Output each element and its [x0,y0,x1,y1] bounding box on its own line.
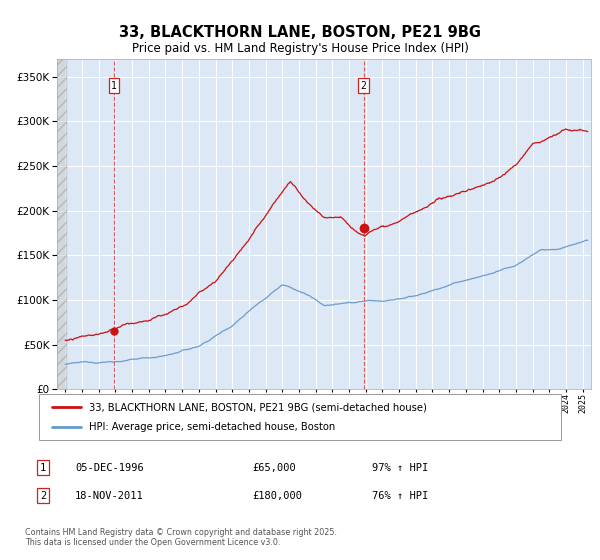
Text: 18-NOV-2011: 18-NOV-2011 [75,491,144,501]
Text: 33, BLACKTHORN LANE, BOSTON, PE21 9BG: 33, BLACKTHORN LANE, BOSTON, PE21 9BG [119,25,481,40]
Text: Contains HM Land Registry data © Crown copyright and database right 2025.
This d: Contains HM Land Registry data © Crown c… [25,528,337,547]
Text: £180,000: £180,000 [252,491,302,501]
Text: 33, BLACKTHORN LANE, BOSTON, PE21 9BG (semi-detached house): 33, BLACKTHORN LANE, BOSTON, PE21 9BG (s… [89,403,427,413]
Text: Price paid vs. HM Land Registry's House Price Index (HPI): Price paid vs. HM Land Registry's House … [131,42,469,55]
Text: 05-DEC-1996: 05-DEC-1996 [75,463,144,473]
Bar [57,59,67,389]
Text: 2: 2 [40,491,46,501]
Text: £65,000: £65,000 [252,463,296,473]
Text: 1: 1 [40,463,46,473]
FancyBboxPatch shape [39,394,561,440]
Text: 1: 1 [111,81,117,91]
Text: 2: 2 [361,81,367,91]
Text: 97% ↑ HPI: 97% ↑ HPI [372,463,428,473]
Text: 76% ↑ HPI: 76% ↑ HPI [372,491,428,501]
Text: HPI: Average price, semi-detached house, Boston: HPI: Average price, semi-detached house,… [89,422,335,432]
